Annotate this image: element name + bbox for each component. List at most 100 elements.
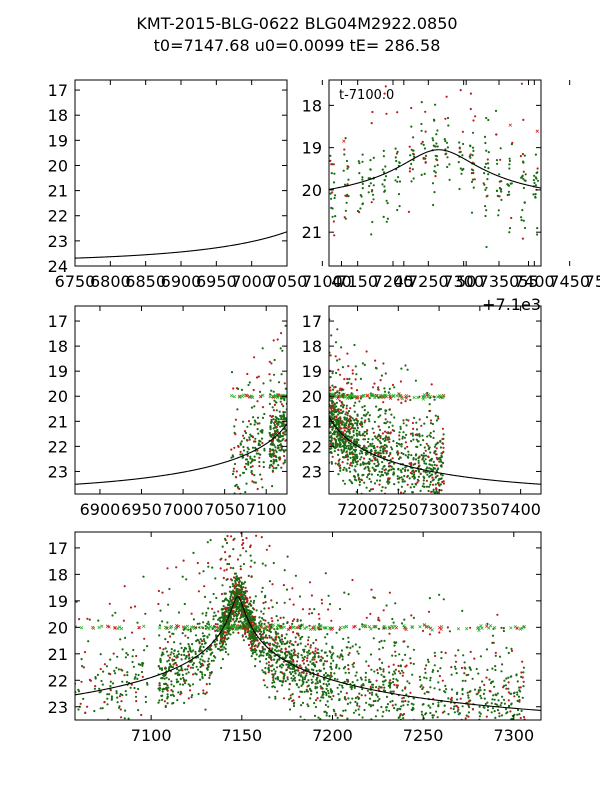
data-cross-green bbox=[238, 395, 242, 399]
y-tick-label: 18 bbox=[48, 106, 68, 125]
data-point-green bbox=[244, 431, 247, 435]
data-point-green bbox=[325, 683, 328, 686]
data-point-green bbox=[305, 681, 308, 684]
data-point-red bbox=[346, 393, 349, 396]
data-point-green bbox=[348, 431, 351, 434]
data-point-green bbox=[347, 178, 350, 181]
data-point-green bbox=[484, 702, 487, 706]
data-point-red bbox=[406, 445, 409, 448]
data-point-green bbox=[294, 574, 297, 577]
data-point-green bbox=[263, 622, 266, 626]
data-point-green bbox=[394, 147, 397, 150]
data-point-green bbox=[198, 661, 201, 664]
data-point-green bbox=[232, 567, 235, 570]
data-point-green bbox=[331, 427, 334, 430]
data-point-green bbox=[279, 664, 282, 667]
data-point-green bbox=[411, 483, 414, 486]
data-cross-green bbox=[91, 626, 96, 630]
data-point-green bbox=[325, 693, 328, 697]
data-point-green bbox=[378, 640, 381, 644]
data-cross-red bbox=[137, 626, 142, 630]
data-point-red bbox=[187, 665, 190, 668]
data-point-green bbox=[358, 172, 361, 175]
data-point-green bbox=[263, 449, 266, 452]
data-point-red bbox=[280, 446, 283, 449]
data-point-red bbox=[163, 700, 166, 703]
data-point-green bbox=[483, 135, 487, 138]
data-point-green bbox=[524, 179, 527, 182]
data-point-green bbox=[194, 634, 198, 637]
data-cross-green bbox=[191, 625, 196, 629]
data-point-green bbox=[335, 371, 338, 375]
data-point-green bbox=[227, 626, 231, 629]
data-point-red bbox=[371, 110, 374, 114]
data-point-green bbox=[238, 583, 241, 587]
data-point-green bbox=[279, 400, 282, 403]
data-point-green bbox=[341, 401, 344, 404]
data-point-red bbox=[522, 118, 525, 121]
data-point-red bbox=[292, 631, 295, 634]
figure-title-line-1: KMT-2015-BLG-0622 BLG04M2922.0850 bbox=[136, 14, 457, 33]
data-point-green bbox=[401, 467, 404, 470]
data-point-green bbox=[378, 434, 381, 437]
data-point-red bbox=[282, 660, 285, 663]
data-point-green bbox=[428, 471, 431, 474]
data-point-green bbox=[308, 687, 312, 691]
data-point-red bbox=[536, 167, 539, 170]
data-point-green bbox=[376, 460, 379, 464]
data-point-green bbox=[226, 599, 229, 602]
data-point-green bbox=[137, 709, 140, 712]
data-point-red bbox=[376, 445, 379, 448]
data-point-green bbox=[334, 341, 338, 344]
data-point-green bbox=[382, 683, 385, 686]
data-cross-red bbox=[338, 625, 342, 630]
data-point-green bbox=[357, 473, 360, 476]
data-point-green bbox=[357, 438, 360, 441]
data-point-green bbox=[121, 680, 124, 683]
data-point-red bbox=[296, 669, 299, 672]
data-point-green bbox=[371, 427, 374, 430]
data-point-green bbox=[369, 653, 373, 656]
data-point-green bbox=[313, 702, 316, 705]
data-point-green bbox=[314, 682, 317, 685]
data-point-green bbox=[389, 686, 392, 689]
data-point-red bbox=[422, 456, 425, 459]
data-point-green bbox=[436, 145, 439, 148]
data-point-red bbox=[260, 536, 263, 539]
data-point-red bbox=[334, 355, 337, 358]
data-point-green bbox=[261, 586, 264, 590]
data-point-red bbox=[522, 170, 525, 173]
data-point-red bbox=[119, 708, 122, 711]
data-point-green bbox=[363, 438, 367, 441]
data-point-green bbox=[407, 700, 410, 703]
data-point-green bbox=[406, 703, 409, 706]
data-point-green bbox=[361, 176, 364, 179]
data-point-red bbox=[347, 165, 350, 168]
data-point-red bbox=[313, 658, 316, 661]
data-point-green bbox=[377, 409, 380, 412]
data-point-green bbox=[343, 183, 347, 186]
data-point-green bbox=[261, 347, 264, 350]
data-point-green bbox=[433, 491, 437, 494]
data-point-red bbox=[288, 682, 291, 686]
data-point-green bbox=[248, 436, 251, 439]
data-point-green bbox=[420, 122, 423, 126]
data-point-green bbox=[348, 377, 351, 381]
data-point-green bbox=[310, 678, 313, 681]
data-point-green bbox=[313, 714, 317, 718]
data-point-red bbox=[223, 636, 226, 639]
data-point-green bbox=[522, 161, 525, 164]
data-point-green bbox=[278, 435, 281, 438]
data-point-green bbox=[264, 564, 267, 567]
data-point-green bbox=[356, 434, 359, 437]
data-point-green bbox=[336, 435, 339, 438]
data-point-green bbox=[396, 208, 399, 212]
data-point-red bbox=[235, 387, 239, 390]
data-point-green bbox=[331, 402, 334, 405]
data-point-red bbox=[351, 453, 354, 456]
data-point-green bbox=[368, 697, 372, 700]
data-point-red bbox=[252, 608, 256, 611]
data-point-green bbox=[241, 621, 244, 624]
data-point-green bbox=[270, 421, 273, 424]
data-point-green bbox=[258, 460, 261, 464]
